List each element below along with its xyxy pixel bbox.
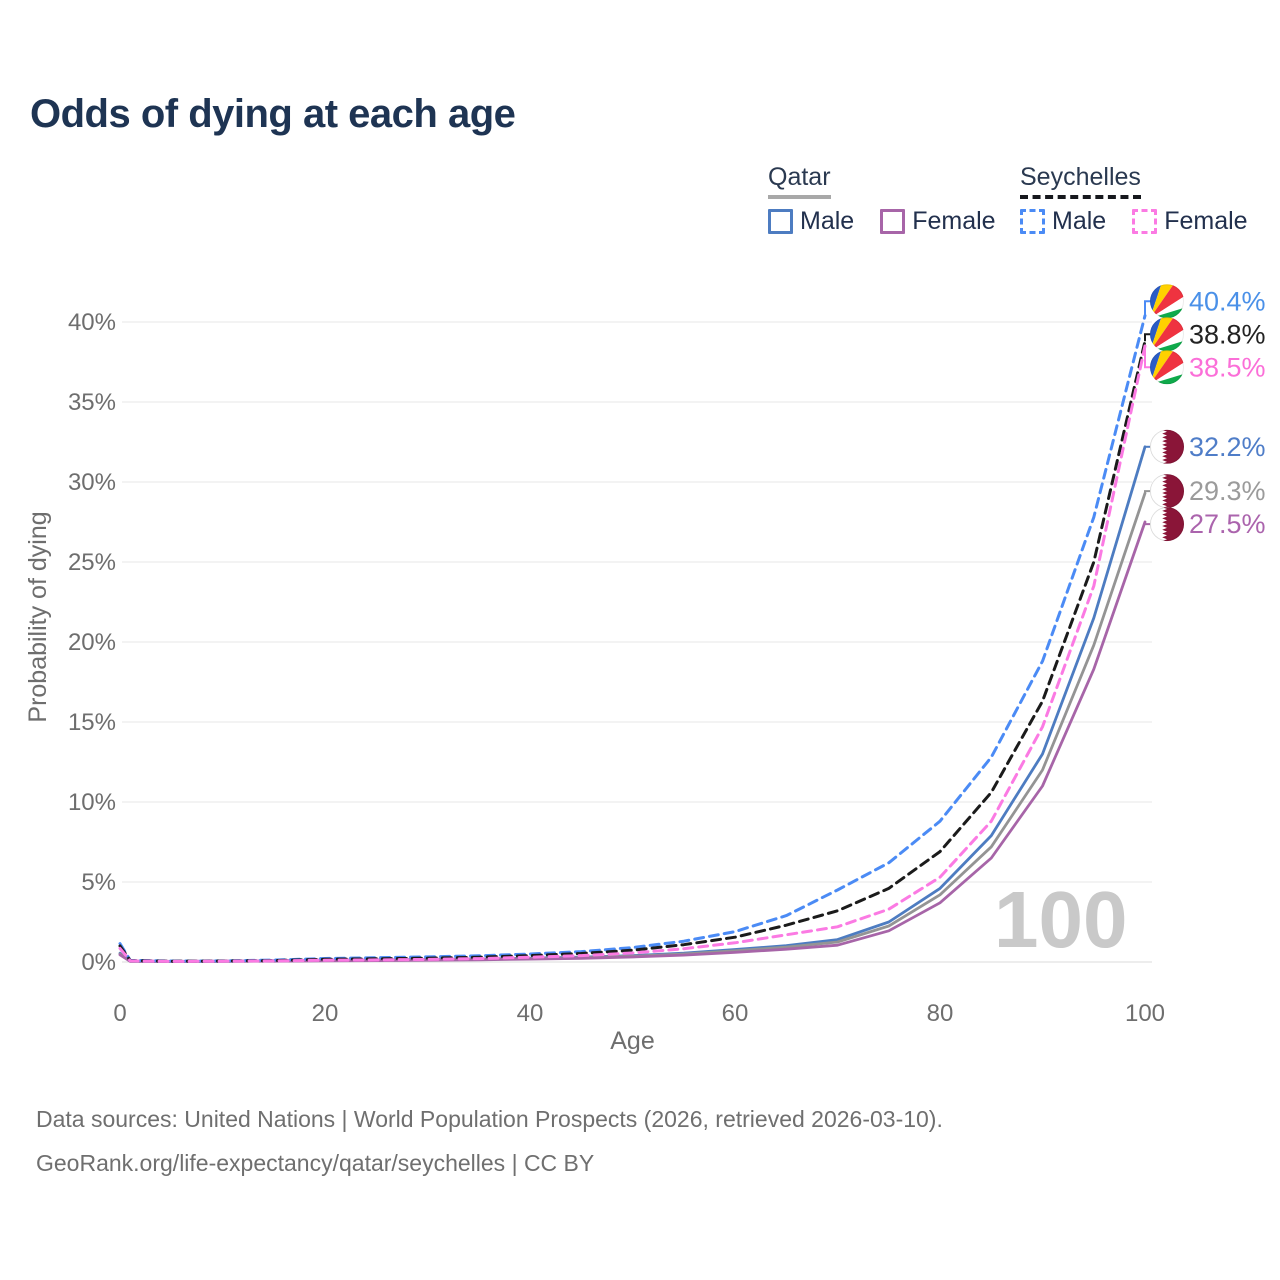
legend-item-seychelles-male[interactable]: Male <box>1020 207 1106 236</box>
end-label-connector-seychelles-male <box>1144 300 1151 316</box>
end-label-connector-qatar-both-sexes <box>1144 490 1151 494</box>
y-tick-label-40: 40% <box>68 309 116 336</box>
seychelles-flag-icon <box>1150 284 1184 319</box>
seychelles-flag-icon <box>1150 317 1184 352</box>
series-line-qatar-male <box>118 445 1147 963</box>
legend-group-seychelles: Seychelles Male Female <box>1020 163 1248 236</box>
seychelles-male-swatch-icon <box>1020 209 1045 234</box>
end-value-label-seychelles-both-sexes: 38.8% <box>1189 319 1266 349</box>
page-title: Odds of dying at each age <box>30 92 516 136</box>
legend-title-seychelles: Seychelles <box>1020 163 1141 199</box>
legend-item-qatar-male[interactable]: Male <box>768 207 854 236</box>
series-line-qatar-female <box>118 520 1147 963</box>
series-line-qatar-both-sexes <box>118 491 1147 963</box>
legend-item-qatar-female[interactable]: Female <box>880 207 996 236</box>
x-tick-label-60: 60 <box>722 1000 749 1027</box>
end-label-connector-qatar-female <box>1144 522 1151 526</box>
y-tick-label-15: 15% <box>68 709 116 736</box>
legend-item-seychelles-female[interactable]: Female <box>1132 207 1248 236</box>
qatar-flag-icon <box>1150 429 1184 464</box>
x-tick-label-80: 80 <box>927 1000 954 1027</box>
x-tick-label-0: 0 <box>113 1000 126 1027</box>
end-value-label-seychelles-male: 40.4% <box>1189 286 1266 316</box>
y-tick-label-5: 5% <box>81 869 116 896</box>
end-value-label-seychelles-female: 38.5% <box>1189 352 1266 382</box>
series-line-seychelles-female <box>118 344 1147 963</box>
seychelles-female-swatch-icon <box>1132 209 1158 234</box>
x-axis-title: Age <box>610 1027 654 1055</box>
y-tick-label-0: 0% <box>81 949 116 976</box>
end-value-label-qatar-both-sexes: 29.3% <box>1189 476 1266 506</box>
footer-attribution: GeoRank.org/life-expectancy/qatar/seyche… <box>36 1150 595 1176</box>
legend-title-qatar: Qatar <box>768 163 831 199</box>
series-line-seychelles-both-sexes <box>118 339 1147 963</box>
end-label-connector-seychelles-both-sexes <box>1144 333 1151 342</box>
x-tick-label-20: 20 <box>312 1000 339 1027</box>
series-line-seychelles-male <box>118 314 1147 963</box>
legend-label-qatar-male: Male <box>800 207 855 235</box>
qatar-flag-icon <box>1150 474 1184 509</box>
legend-label-seychelles-male: Male <box>1052 207 1107 235</box>
y-tick-label-10: 10% <box>68 789 116 816</box>
y-tick-label-35: 35% <box>68 389 116 416</box>
end-value-label-qatar-female: 27.5% <box>1189 509 1266 539</box>
footer-data-sources: Data sources: United Nations | World Pop… <box>36 1106 943 1132</box>
end-value-label-qatar-male: 32.2% <box>1189 432 1266 462</box>
seychelles-flag-icon <box>1150 350 1184 385</box>
legend-label-seychelles-female: Female <box>1164 207 1248 235</box>
footer: Data sources: United Nations | World Pop… <box>36 1106 943 1194</box>
legend-label-qatar-female: Female <box>912 207 996 235</box>
y-tick-label-25: 25% <box>68 549 116 576</box>
y-tick-label-20: 20% <box>68 629 116 656</box>
x-tick-label-100: 100 <box>1125 1000 1165 1027</box>
age-counter-watermark: 100 <box>994 875 1128 964</box>
end-label-connector-seychelles-female <box>1144 346 1151 369</box>
qatar-flag-icon <box>1150 507 1184 542</box>
qatar-male-swatch-icon <box>768 209 793 234</box>
qatar-female-swatch-icon <box>880 209 906 234</box>
legend-group-qatar: Qatar Male Female <box>768 163 996 236</box>
y-axis-title: Probability of dying <box>24 511 52 722</box>
y-tick-label-30: 30% <box>68 469 116 496</box>
x-tick-label-40: 40 <box>517 1000 544 1027</box>
